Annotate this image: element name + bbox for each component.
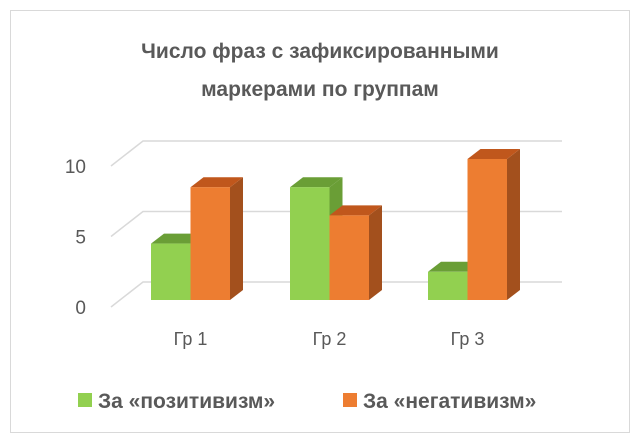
bar-negative <box>329 215 369 300</box>
x-tick-label: Гр 3 <box>451 329 485 349</box>
bar-side <box>230 177 243 300</box>
bar-side <box>507 149 520 300</box>
gridline <box>110 140 562 167</box>
bar-top <box>190 177 243 188</box>
y-tick-label: 10 <box>65 157 86 178</box>
bar-top <box>467 149 520 159</box>
legend-label: За «негативизм» <box>363 390 536 413</box>
bar-top <box>428 261 481 272</box>
chart-title-line: Число фраз с зафиксированными <box>141 40 499 63</box>
gridline <box>110 210 562 238</box>
bar-top <box>151 233 204 244</box>
legend-label: За «позитивизм» <box>98 390 275 413</box>
bar-side <box>369 205 382 300</box>
bar-top <box>290 177 343 188</box>
y-tick-label: 5 <box>75 228 86 249</box>
y-tick-label: 0 <box>75 298 86 319</box>
bar-negative <box>467 159 507 300</box>
bar-positive <box>428 271 468 300</box>
bar-negative <box>190 187 230 300</box>
chart-title-line: маркерами по группам <box>201 78 439 101</box>
gridline <box>110 281 562 308</box>
legend-swatch <box>343 393 357 407</box>
bar-positive <box>151 243 191 300</box>
x-tick-label: Гр 1 <box>174 329 208 349</box>
bar-top <box>329 205 382 216</box>
bar-positive <box>290 187 330 300</box>
x-tick-label: Гр 2 <box>313 329 347 349</box>
legend-swatch <box>78 393 92 407</box>
